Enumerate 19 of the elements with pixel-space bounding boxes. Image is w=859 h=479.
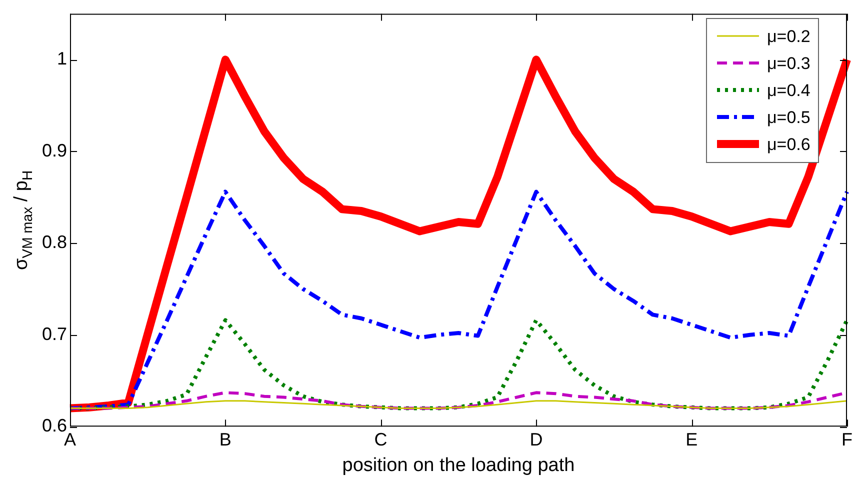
y-axis-title: σVM max / pH	[11, 170, 35, 270]
y-tick-label: 0.7	[42, 324, 67, 344]
x-tick-label: B	[219, 429, 232, 450]
x-tick-label: D	[530, 429, 543, 450]
x-tick-label: F	[842, 429, 852, 450]
line-series	[68, 318, 849, 410]
legend-label: μ=0.4	[767, 80, 810, 102]
legend-label: μ=0.2	[767, 26, 810, 48]
y-tick-label: 0.8	[42, 232, 67, 252]
x-axis-title: position on the loading path	[342, 454, 575, 476]
legend-label: μ=0.3	[767, 52, 810, 75]
legend-label: μ=0.6	[767, 134, 810, 156]
y-tick-label: 0.9	[42, 140, 67, 160]
x-tick-label: C	[374, 429, 388, 450]
legend-label: μ=0.5	[767, 106, 810, 129]
x-tick-label: E	[686, 429, 698, 450]
line-series	[68, 190, 849, 410]
y-tick-label: 1	[56, 48, 67, 69]
y-tick-label: 0.6	[42, 416, 67, 436]
